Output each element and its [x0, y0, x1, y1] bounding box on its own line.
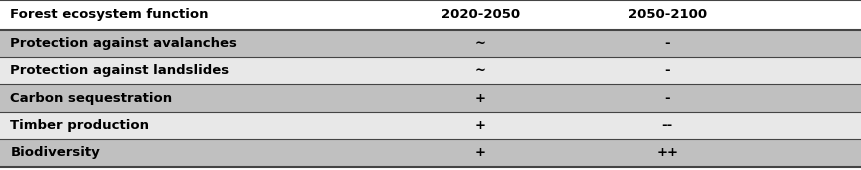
Text: ++: ++ — [656, 147, 678, 159]
Bar — [0, 84, 861, 112]
Text: Biodiversity: Biodiversity — [10, 147, 100, 159]
Text: +: + — [475, 92, 486, 105]
Text: --: -- — [661, 119, 673, 132]
Text: ~: ~ — [475, 64, 486, 77]
Text: Timber production: Timber production — [10, 119, 149, 132]
Text: -: - — [665, 92, 670, 105]
Text: 2020-2050: 2020-2050 — [441, 8, 520, 21]
Text: 2050-2100: 2050-2100 — [628, 8, 707, 21]
Bar — [0, 0, 861, 30]
Text: ~: ~ — [475, 37, 486, 50]
Text: Protection against avalanches: Protection against avalanches — [10, 37, 238, 50]
Text: -: - — [665, 37, 670, 50]
Text: Protection against landslides: Protection against landslides — [10, 64, 230, 77]
Bar — [0, 30, 861, 57]
Bar — [0, 57, 861, 84]
Text: Forest ecosystem function: Forest ecosystem function — [10, 8, 209, 21]
Text: +: + — [475, 119, 486, 132]
Bar — [0, 139, 861, 167]
Text: -: - — [665, 64, 670, 77]
Text: +: + — [475, 147, 486, 159]
Text: Carbon sequestration: Carbon sequestration — [10, 92, 172, 105]
Bar — [0, 112, 861, 139]
